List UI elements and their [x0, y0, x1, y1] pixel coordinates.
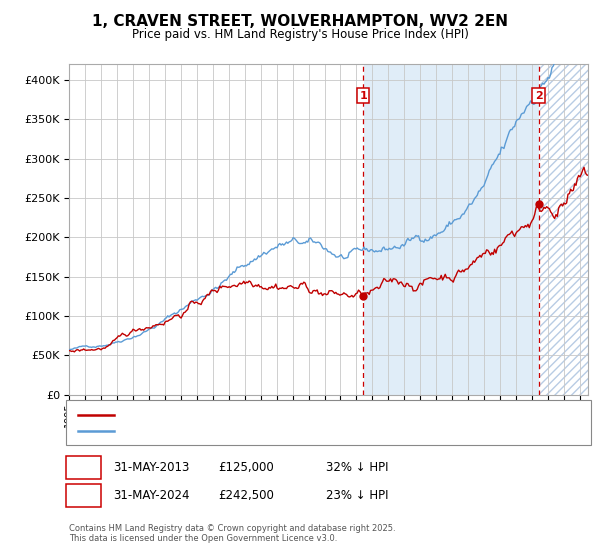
Text: 1: 1: [79, 461, 88, 474]
Text: 31-MAY-2024: 31-MAY-2024: [113, 489, 190, 502]
Text: 1: 1: [359, 91, 367, 101]
Text: 2: 2: [535, 91, 542, 101]
Text: 31-MAY-2013: 31-MAY-2013: [113, 461, 189, 474]
Text: 23% ↓ HPI: 23% ↓ HPI: [326, 489, 388, 502]
Text: 2: 2: [79, 489, 88, 502]
Text: 1, CRAVEN STREET, WOLVERHAMPTON, WV2 2EN (detached house): 1, CRAVEN STREET, WOLVERHAMPTON, WV2 2EN…: [123, 410, 473, 420]
Text: Contains HM Land Registry data © Crown copyright and database right 2025.
This d: Contains HM Land Registry data © Crown c…: [69, 524, 395, 543]
Text: £125,000: £125,000: [218, 461, 274, 474]
Text: 32% ↓ HPI: 32% ↓ HPI: [326, 461, 388, 474]
Text: Price paid vs. HM Land Registry's House Price Index (HPI): Price paid vs. HM Land Registry's House …: [131, 28, 469, 41]
Text: £242,500: £242,500: [218, 489, 274, 502]
Text: 1, CRAVEN STREET, WOLVERHAMPTON, WV2 2EN: 1, CRAVEN STREET, WOLVERHAMPTON, WV2 2EN: [92, 14, 508, 29]
Text: HPI: Average price, detached house, Wolverhampton: HPI: Average price, detached house, Wolv…: [123, 426, 398, 436]
